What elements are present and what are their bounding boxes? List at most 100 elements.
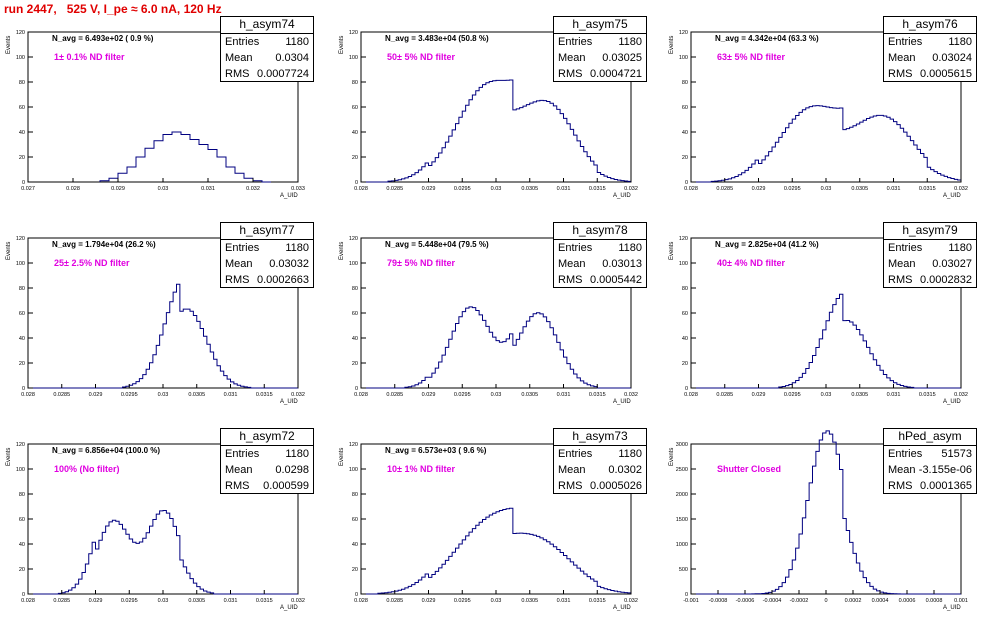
filter-label: 25± 2.5% ND filter	[54, 258, 130, 268]
x-axis-label: A_UID	[943, 605, 961, 611]
stats-row-entries: Entries 1180	[884, 240, 976, 256]
stats-box: h_asym74 Entries 1180 Mean 0.0304 RMS 0.000772…	[220, 16, 314, 82]
stats-value: 1180	[948, 36, 972, 48]
x-tick-label: 0.0315	[919, 186, 936, 192]
stats-key: RMS	[558, 68, 583, 80]
stats-key: Entries	[888, 448, 923, 460]
histogram-series	[28, 509, 298, 595]
y-tick-label: 0	[355, 592, 358, 598]
navg-label: N_avg = 4.342e+04 (63.3 %)	[715, 34, 819, 43]
histogram-plot-h_asym76: 0.028 0.0285 0.029 0.0295 0.03 0.0305 0.031 0.0…	[679, 30, 968, 192]
histogram-panel-h_asym74: 0.027 0.028 0.029 0.03 0.031 0.032 0.033 0 20 40 6…	[0, 16, 322, 206]
x-tick-label: 0.031	[887, 392, 901, 398]
x-tick-label: 0.032	[954, 186, 968, 192]
stats-value: 0.0302	[608, 464, 642, 476]
stats-value: 0.03024	[932, 52, 972, 64]
stats-row-mean: Mean 0.0304	[221, 50, 313, 66]
x-axis-label: A_UID	[280, 605, 298, 611]
y-tick-label: 40	[352, 336, 358, 342]
stats-key: Entries	[888, 242, 923, 254]
x-axis-label: A_UID	[943, 399, 961, 405]
stats-value: 1180	[285, 448, 309, 460]
x-tick-label: 0.0295	[454, 186, 471, 192]
stats-row-rms: RMS 0.0002832	[884, 272, 976, 288]
stats-row-rms: RMS 0.0001365	[884, 478, 976, 494]
y-tick-label: 60	[19, 517, 25, 523]
x-tick-label: -0.0006	[736, 598, 755, 604]
stats-key: RMS	[888, 68, 913, 80]
histogram-panel-hPed_asym: -0.001 -0.0008 -0.0006 -0.0004 -0.0002 0 0.000…	[663, 428, 985, 618]
histogram-plot-h_asym78: 0.028 0.0285 0.029 0.0295 0.03 0.0305 0.031 0.0…	[349, 236, 638, 398]
y-tick-label: 100	[349, 261, 358, 267]
x-tick-label: 0.0295	[784, 392, 801, 398]
y-tick-label: 80	[352, 286, 358, 292]
stats-title: hPed_asym	[884, 429, 976, 446]
navg-label: N_avg = 6.493e+02 ( 0.9 %)	[52, 34, 154, 43]
x-tick-label: 0.03	[158, 392, 169, 398]
y-tick-label: 0	[22, 180, 25, 186]
stats-key: Mean	[558, 52, 586, 64]
x-tick-label: -0.001	[683, 598, 699, 604]
stats-row-entries: Entries 1180	[554, 240, 646, 256]
stats-value: 0.0002832	[920, 274, 972, 286]
stats-row-mean: Mean 0.03025	[554, 50, 646, 66]
x-tick-label: 0.0315	[589, 598, 606, 604]
x-tick-label: 0.029	[89, 392, 103, 398]
stats-value: 0.0002663	[257, 274, 309, 286]
histogram-panel-h_asym73: 0.028 0.0285 0.029 0.0295 0.03 0.0305 0.031 0.0…	[333, 428, 655, 618]
stats-box: h_asym78 Entries 1180 Mean 0.03013 RMS 0.00054…	[553, 222, 647, 288]
stats-row-entries: Entries 1180	[554, 34, 646, 50]
y-tick-label: 0	[685, 592, 688, 598]
x-tick-label: 0.028	[21, 598, 35, 604]
y-tick-label: 120	[16, 442, 25, 448]
x-tick-label: 0.0002	[845, 598, 862, 604]
y-tick-label: 80	[682, 286, 688, 292]
stats-value: 0.0005026	[590, 480, 642, 492]
stats-row-rms: RMS 0.0005026	[554, 478, 646, 494]
y-tick-label: 60	[352, 517, 358, 523]
stats-row-rms: RMS 0.000599	[221, 478, 313, 494]
x-tick-label: -0.0004	[763, 598, 782, 604]
y-tick-label: 120	[679, 236, 688, 242]
stats-box: h_asym73 Entries 1180 Mean 0.0302 RMS 0.000502…	[553, 428, 647, 494]
stats-title: h_asym72	[221, 429, 313, 446]
y-axis-label: Events	[6, 35, 12, 54]
x-tick-label: 0.031	[224, 392, 238, 398]
x-axis-label: A_UID	[280, 399, 298, 405]
stats-key: Entries	[558, 242, 593, 254]
y-tick-label: 20	[682, 361, 688, 367]
histogram-series	[361, 79, 632, 183]
stats-value: 1180	[618, 36, 642, 48]
x-tick-label: 0.0315	[589, 186, 606, 192]
x-tick-label: 0.028	[684, 186, 698, 192]
x-tick-label: 0.0004	[872, 598, 889, 604]
x-axis-label: A_UID	[943, 193, 961, 199]
x-axis-label: A_UID	[613, 193, 631, 199]
y-tick-label: 100	[16, 55, 25, 61]
stats-row-entries: Entries 1180	[221, 240, 313, 256]
stats-row-entries: Entries 1180	[221, 446, 313, 462]
stats-box: h_asym76 Entries 1180 Mean 0.03024 RMS 0.00056…	[883, 16, 977, 82]
x-tick-label: 0.029	[422, 598, 436, 604]
stats-key: RMS	[225, 480, 250, 492]
y-tick-label: 120	[349, 442, 358, 448]
y-tick-label: 0	[355, 180, 358, 186]
y-tick-label: 20	[682, 155, 688, 161]
y-tick-label: 0	[22, 592, 25, 598]
x-tick-label: 0.0305	[521, 186, 538, 192]
x-tick-label: 0.031	[557, 598, 571, 604]
y-tick-label: 20	[352, 567, 358, 573]
x-tick-label: 0.0305	[188, 392, 205, 398]
stats-key: Entries	[888, 36, 923, 48]
stats-value: 0.000599	[263, 480, 309, 492]
histogram-panel-h_asym78: 0.028 0.0285 0.029 0.0295 0.03 0.0305 0.031 0.0…	[333, 222, 655, 412]
stats-row-entries: Entries 51573	[884, 446, 976, 462]
filter-label: 40± 4% ND filter	[717, 258, 785, 268]
histogram-panel-h_asym79: 0.028 0.0285 0.029 0.0295 0.03 0.0305 0.031 0.0…	[663, 222, 985, 412]
x-tick-label: 0.0285	[53, 598, 70, 604]
x-tick-label: 0.0295	[454, 598, 471, 604]
y-tick-label: 2500	[676, 467, 688, 473]
y-tick-label: 40	[19, 336, 25, 342]
stats-row-mean: Mean 0.03032	[221, 256, 313, 272]
x-tick-label: 0.029	[422, 186, 436, 192]
